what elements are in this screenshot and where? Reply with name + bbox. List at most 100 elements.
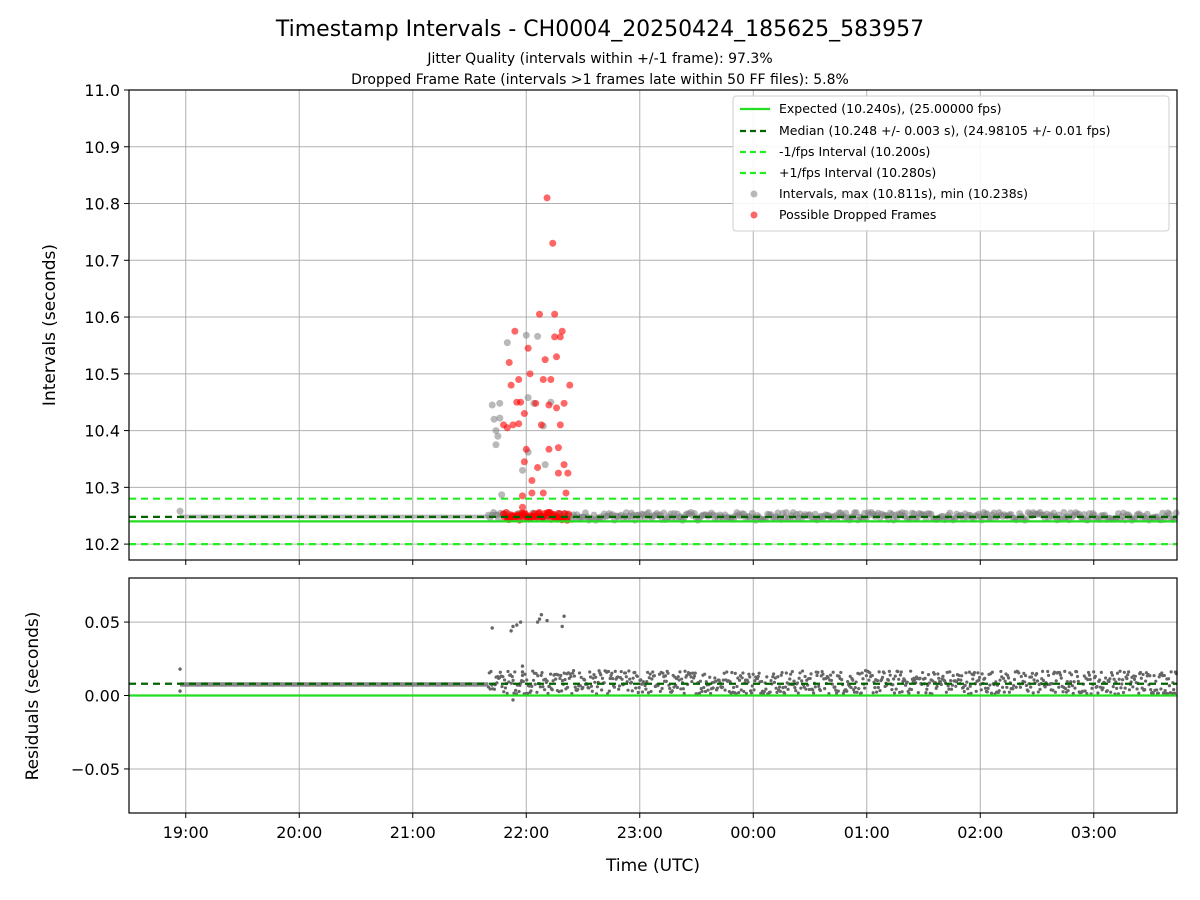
residual-point xyxy=(886,678,891,682)
residual-point xyxy=(1127,688,1132,692)
residual-point xyxy=(1172,691,1177,695)
residual-point xyxy=(1054,679,1058,683)
residual-point xyxy=(518,620,523,624)
residual-point xyxy=(634,686,638,690)
residual-point xyxy=(616,675,620,679)
residual-point xyxy=(1112,677,1116,681)
residual-point xyxy=(744,691,748,696)
residual-point xyxy=(877,670,881,674)
residual-point xyxy=(692,674,697,678)
residual-point xyxy=(725,670,729,674)
residual-point xyxy=(688,671,692,676)
residual-point xyxy=(1050,682,1054,686)
residual-point xyxy=(955,680,959,684)
residual-point xyxy=(623,671,628,675)
residual-point xyxy=(535,690,539,694)
residual-point xyxy=(1096,691,1100,695)
residual-point xyxy=(752,688,756,692)
residual-point xyxy=(612,685,617,689)
residual-point xyxy=(972,670,977,675)
residual-point xyxy=(967,670,971,674)
residual-point xyxy=(804,687,808,691)
residual-point xyxy=(1135,687,1139,691)
residual-point xyxy=(740,676,744,680)
residual-point xyxy=(964,671,968,675)
residual-point xyxy=(531,669,535,673)
residual-point xyxy=(537,617,542,621)
residual-point xyxy=(749,691,754,695)
residual-point xyxy=(506,669,510,674)
residual-point xyxy=(777,685,782,689)
residual-point xyxy=(1017,671,1021,675)
residual-point xyxy=(898,673,903,677)
residual-point xyxy=(1111,684,1115,689)
residual-point xyxy=(997,689,1001,693)
residual-point xyxy=(1156,691,1160,695)
residual-point xyxy=(664,679,668,683)
residual-point xyxy=(797,676,801,680)
legend-label-minus-fps: -1/fps Interval (10.200s) xyxy=(779,144,930,159)
residual-point xyxy=(893,674,897,678)
residual-point xyxy=(1137,691,1141,695)
legend-label-dropped: Possible Dropped Frames xyxy=(779,207,936,222)
residual-point xyxy=(1109,690,1113,694)
residual-point xyxy=(1071,691,1075,695)
residual-point xyxy=(833,685,837,689)
interval-point xyxy=(946,509,954,517)
residual-point xyxy=(936,672,940,676)
residual-point xyxy=(748,675,752,679)
residual-point xyxy=(1117,677,1121,681)
residual-point xyxy=(861,677,865,681)
residual-point xyxy=(1095,684,1099,689)
interval-point xyxy=(522,331,530,339)
residual-point xyxy=(675,685,680,690)
residual-point xyxy=(909,687,914,692)
residual-point xyxy=(595,685,599,689)
residual-point xyxy=(775,690,779,694)
residual-point xyxy=(1035,679,1040,683)
residual-point xyxy=(1109,670,1114,675)
residual-point xyxy=(625,680,629,684)
intervals-y-tick-label: 10.3 xyxy=(84,478,120,497)
residual-point xyxy=(733,671,737,675)
residual-point xyxy=(926,673,931,677)
residual-point xyxy=(737,678,742,682)
residual-point xyxy=(512,691,516,695)
residual-point xyxy=(874,690,879,694)
residual-point xyxy=(783,685,788,689)
residual-point xyxy=(974,689,978,693)
residual-point xyxy=(511,624,515,629)
residual-point xyxy=(892,677,896,681)
residual-point xyxy=(610,671,614,675)
residual-point xyxy=(1053,690,1057,694)
interval-point xyxy=(660,509,668,517)
residual-point xyxy=(600,688,604,692)
residual-point xyxy=(966,687,970,691)
residual-point xyxy=(1152,674,1156,678)
residual-point xyxy=(859,691,863,695)
residual-point xyxy=(764,687,768,691)
chart-title: Timestamp Intervals - CH0004_20250424_18… xyxy=(275,17,924,42)
dropped-frame-point xyxy=(556,421,564,429)
residual-point xyxy=(545,679,549,683)
residual-point xyxy=(875,679,880,683)
dropped-frame-point xyxy=(511,327,519,335)
residual-point xyxy=(1026,689,1030,693)
residual-point xyxy=(867,678,871,682)
residual-point xyxy=(578,684,582,688)
residual-point xyxy=(1007,690,1011,694)
residuals-y-ticks: 0.05 0.00 −0.05 xyxy=(71,613,129,779)
residual-point xyxy=(1121,690,1126,695)
interval-point xyxy=(541,461,549,469)
residual-point xyxy=(916,690,920,695)
residual-point xyxy=(1149,688,1153,692)
residual-point xyxy=(617,684,622,688)
residual-point xyxy=(587,686,591,690)
residual-point xyxy=(818,688,823,693)
residual-point xyxy=(581,685,585,690)
intervals-x-ticks xyxy=(185,560,1095,565)
residual-point xyxy=(520,664,525,668)
residual-point xyxy=(1002,690,1006,694)
residual-point xyxy=(702,685,706,690)
